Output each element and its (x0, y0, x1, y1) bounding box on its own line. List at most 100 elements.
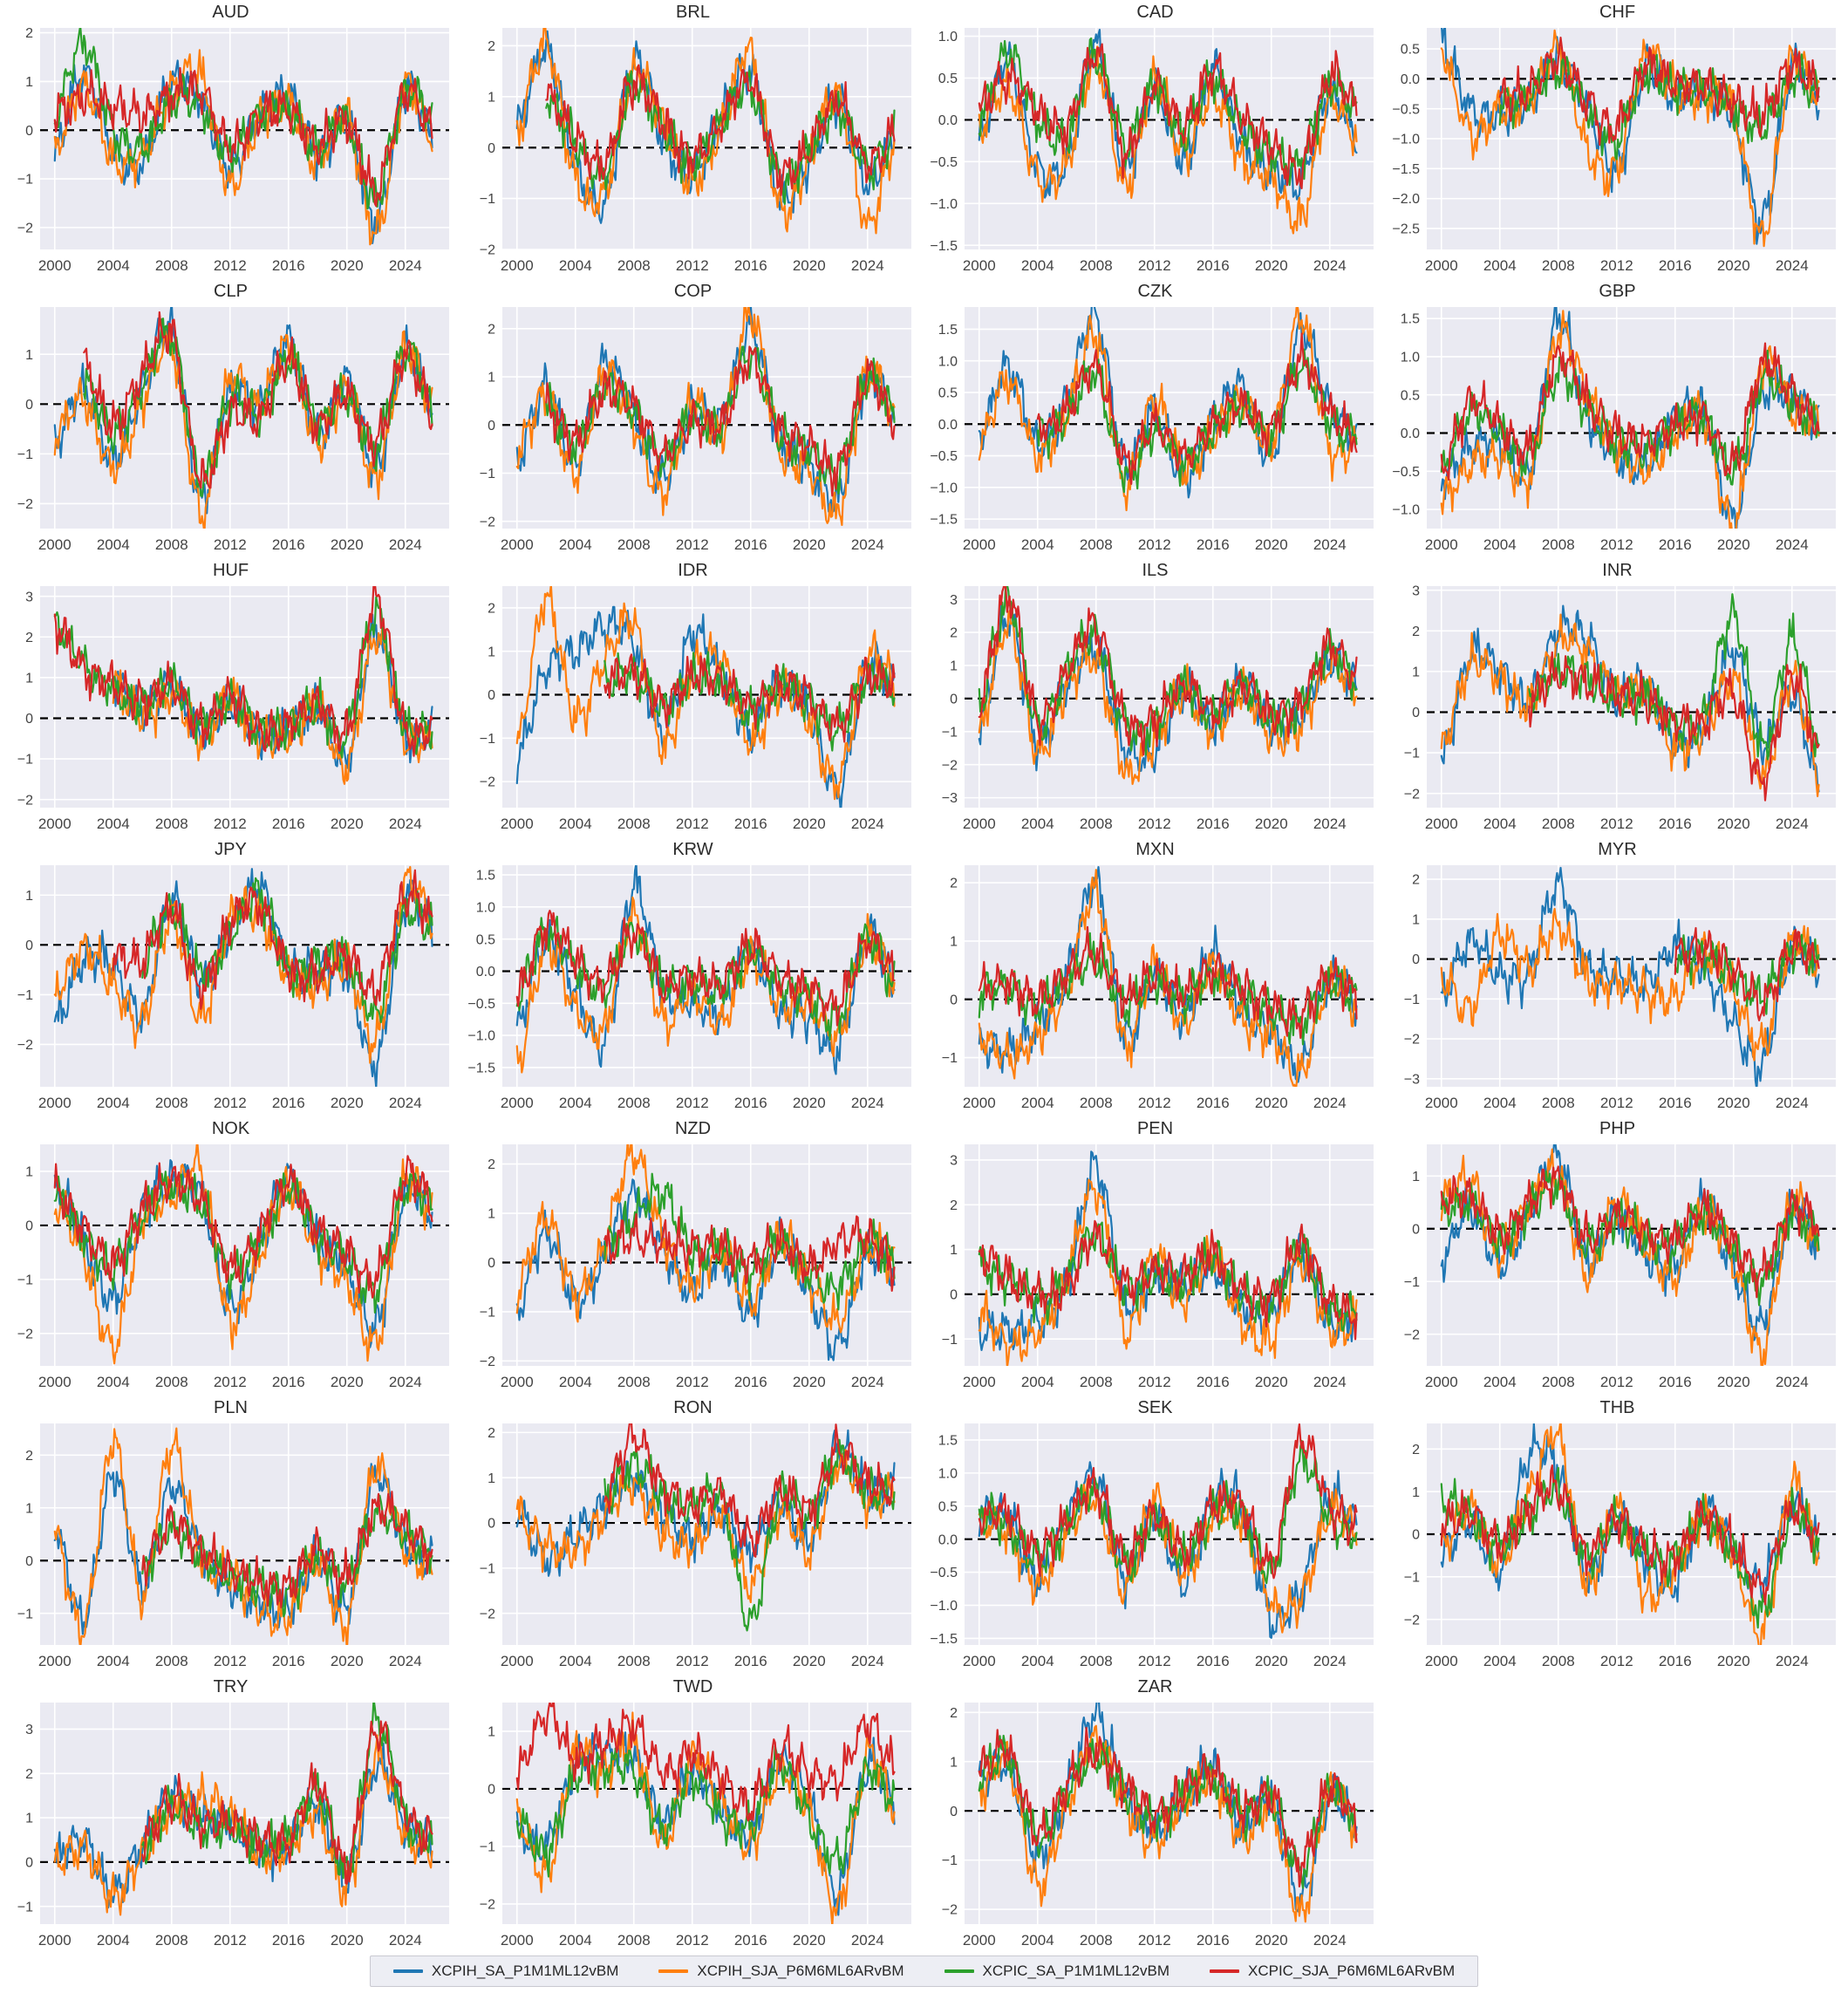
svg-text:−2: −2 (942, 1903, 958, 1918)
svg-text:2: 2 (488, 1426, 495, 1441)
svg-text:−1: −1 (942, 1333, 958, 1348)
svg-text:−2: −2 (17, 221, 33, 235)
chart-title: NOK (211, 1119, 250, 1138)
svg-text:2000: 2000 (501, 816, 534, 832)
svg-text:2024: 2024 (389, 536, 422, 553)
svg-text:2004: 2004 (1021, 536, 1054, 553)
svg-text:1: 1 (950, 659, 958, 674)
svg-text:2: 2 (950, 877, 958, 891)
svg-text:2016: 2016 (1659, 1095, 1692, 1111)
svg-text:0.5: 0.5 (476, 932, 495, 947)
svg-text:2012: 2012 (214, 1932, 247, 1949)
svg-text:2008: 2008 (1080, 1932, 1113, 1949)
svg-text:2008: 2008 (155, 1374, 188, 1390)
svg-text:−0.5: −0.5 (1392, 465, 1420, 480)
svg-text:2012: 2012 (676, 257, 709, 274)
svg-text:2020: 2020 (1255, 536, 1288, 553)
svg-text:−2: −2 (17, 497, 33, 512)
svg-text:2008: 2008 (1542, 1374, 1575, 1390)
svg-text:2000: 2000 (501, 1095, 534, 1111)
svg-text:−1: −1 (17, 753, 33, 768)
svg-text:2004: 2004 (97, 1374, 130, 1390)
svg-text:−1: −1 (17, 1607, 33, 1621)
svg-text:2: 2 (488, 602, 495, 617)
svg-text:2024: 2024 (389, 1653, 422, 1669)
chart-title: NZD (674, 1119, 712, 1138)
svg-text:3: 3 (950, 593, 958, 608)
svg-text:2004: 2004 (97, 1653, 130, 1669)
svg-text:2008: 2008 (617, 1932, 651, 1949)
svg-text:−1: −1 (17, 447, 33, 462)
svg-text:1.5: 1.5 (1401, 312, 1420, 327)
chart-panel-thb: THB 2000 2004 2008 2012 2016 2020 2024 2 1 0 −1 −2 (1387, 1396, 1848, 1675)
chart-title: CHF (1599, 3, 1636, 22)
chart-title: MYR (1598, 840, 1637, 859)
legend-label: XCPIC_SA_P1M1ML12vBM (982, 1962, 1169, 1979)
chart-title: TWD (672, 1677, 713, 1696)
chart-title: PHP (1599, 1119, 1636, 1138)
chart-title: COP (673, 282, 713, 301)
legend-box: XCPIH_SA_P1M1ML12vBM XCPIH_SJA_P6M6ML6AR… (369, 1955, 1479, 1987)
svg-text:2012: 2012 (1138, 1095, 1171, 1111)
svg-text:2024: 2024 (1776, 1653, 1809, 1669)
svg-text:2004: 2004 (97, 1932, 130, 1949)
svg-text:2008: 2008 (617, 536, 651, 553)
svg-text:1: 1 (25, 1501, 33, 1516)
chart-plot: 2000 2004 2008 2012 2016 2020 2024 0.5 0.0 −0.5 −1… (1392, 28, 1836, 274)
svg-text:2016: 2016 (272, 816, 305, 832)
svg-text:2024: 2024 (1313, 1374, 1347, 1390)
svg-text:0: 0 (950, 692, 958, 706)
chart-plot: 2000 2004 2008 2012 2016 2020 2024 3 2 1 0 −1 (17, 1703, 449, 1949)
chart-plot: 2000 2004 2008 2012 2016 2020 2024 1 0 −1 −2 (17, 865, 449, 1111)
svg-text:2004: 2004 (559, 1653, 592, 1669)
svg-text:0: 0 (1412, 706, 1420, 720)
legend-item: XCPIC_SA_P1M1ML12vBM (944, 1962, 1169, 1980)
svg-text:2012: 2012 (1600, 816, 1633, 832)
svg-text:2000: 2000 (501, 1374, 534, 1390)
svg-text:−2: −2 (480, 1355, 495, 1369)
chart-plot: 2000 2004 2008 2012 2016 2020 2024 1.5 1.0 0.5 0.0… (467, 865, 911, 1111)
svg-text:−1.0: −1.0 (1392, 503, 1420, 518)
svg-text:2024: 2024 (851, 536, 884, 553)
svg-text:2016: 2016 (272, 536, 305, 553)
chart-plot: 2000 2004 2008 2012 2016 2020 2024 3 2 1 0 −1 −2 (1404, 584, 1836, 832)
svg-text:−2: −2 (17, 1327, 33, 1341)
chart-title: PLN (214, 1398, 248, 1417)
svg-text:0: 0 (25, 712, 33, 727)
svg-text:−1.5: −1.5 (930, 239, 958, 254)
svg-text:2012: 2012 (1138, 1653, 1171, 1669)
svg-text:2000: 2000 (1425, 257, 1458, 274)
legend-label: XCPIH_SA_P1M1ML12vBM (431, 1962, 619, 1979)
svg-text:2020: 2020 (331, 1653, 364, 1669)
svg-text:2016: 2016 (272, 1932, 305, 1949)
svg-text:−1.0: −1.0 (467, 1029, 495, 1044)
svg-text:1: 1 (1412, 912, 1420, 927)
chart-plot: 2000 2004 2008 2012 2016 2020 2024 2 1 0 −1 −2 (480, 28, 911, 274)
svg-text:2020: 2020 (1717, 816, 1750, 832)
chart-panel-inr: INR 2000 2004 2008 2012 2016 2020 2024 3 2 1 0 −1 −2 (1387, 558, 1848, 837)
svg-text:2016: 2016 (734, 1932, 767, 1949)
chart-panel-twd: TWD 2000 2004 2008 2012 2016 2020 2024 1 0 −1 −2 (462, 1675, 924, 1954)
svg-text:2004: 2004 (1483, 1374, 1517, 1390)
svg-text:2012: 2012 (676, 1095, 709, 1111)
chart-plot: 2000 2004 2008 2012 2016 2020 2024 1.5 1.0 0.5 0.0… (1392, 307, 1836, 553)
chart-title: SEK (1137, 1398, 1173, 1417)
svg-text:−0.5: −0.5 (467, 997, 495, 1012)
svg-text:2004: 2004 (1483, 1095, 1517, 1111)
svg-text:3: 3 (25, 1723, 33, 1737)
svg-text:0: 0 (488, 1256, 495, 1271)
svg-text:2008: 2008 (617, 1095, 651, 1111)
chart-panel-czk: CZK 2000 2004 2008 2012 2016 2020 2024 1.5 1.0 0.… (924, 279, 1386, 558)
legend-line-swatch (1209, 1969, 1239, 1973)
svg-text:−1: −1 (17, 1900, 33, 1915)
svg-text:2000: 2000 (963, 816, 996, 832)
chart-panel-idr: IDR 2000 2004 2008 2012 2016 2020 2024 2 1 0 −1 −2 (462, 558, 924, 837)
svg-text:2024: 2024 (851, 1932, 884, 1949)
chart-title: INR (1602, 561, 1633, 580)
chart-panel-brl: BRL 2000 2004 2008 2012 2016 2020 2024 2 1 0 −1 −2 (462, 0, 924, 279)
svg-text:1: 1 (1412, 665, 1420, 679)
svg-text:2016: 2016 (1659, 816, 1692, 832)
svg-text:2020: 2020 (1255, 1653, 1288, 1669)
svg-text:2020: 2020 (331, 816, 364, 832)
chart-title: BRL (676, 3, 710, 22)
